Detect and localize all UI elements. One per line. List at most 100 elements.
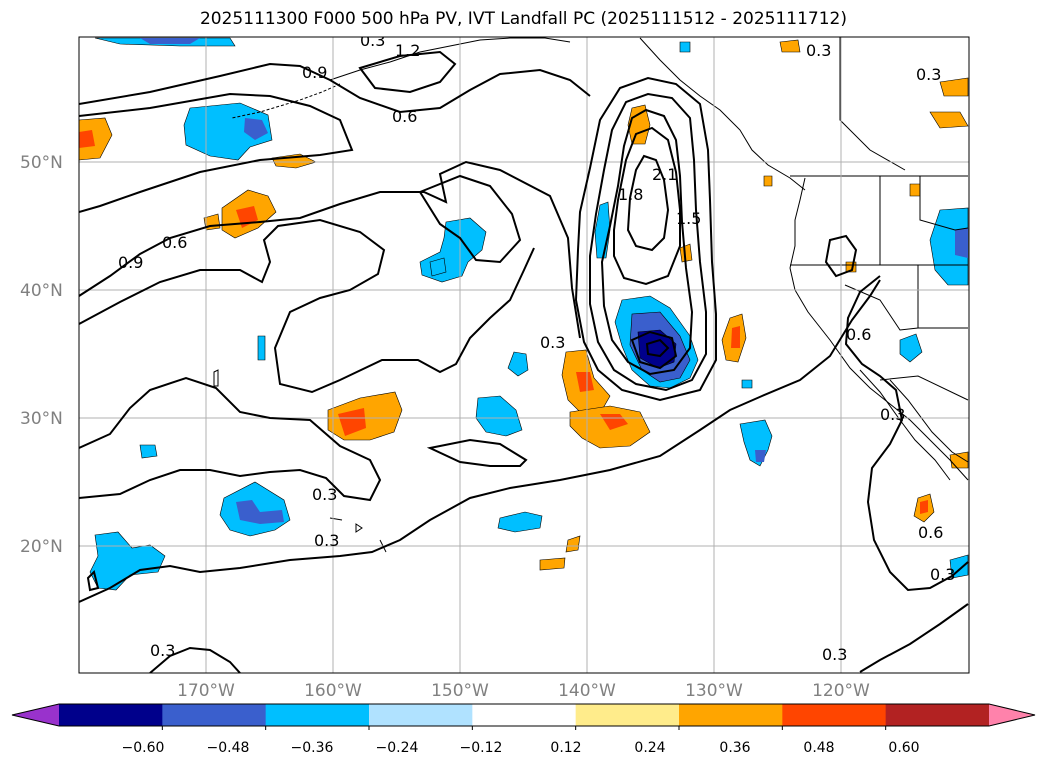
colorbar-tick-label: −0.36: [291, 740, 334, 756]
contour-east-bc: [824, 234, 858, 278]
latitude-labels: 50°N 40°N 30°N 20°N: [20, 153, 63, 557]
colorbar-segment: [472, 704, 577, 726]
colorbar-segment: [679, 704, 783, 726]
contour-label-0.3-mid2: 0.3: [314, 531, 339, 550]
hawaii-2: [355, 523, 363, 533]
contour-label-0.6-west: 0.6: [162, 233, 187, 252]
colorbar-tick-label: −0.60: [122, 740, 165, 756]
contour-pv-outer-c: [600, 108, 694, 376]
colorbar-tick-label: −0.12: [460, 740, 503, 756]
neg-pc-hawaii-east: [497, 511, 543, 533]
pos-pc-mexico-core: [920, 500, 928, 514]
hawaii-1: [329, 517, 343, 521]
pos-pc-mid-pacific-core: [338, 408, 366, 436]
neg-pc-east-edge: [929, 207, 969, 286]
neg-pc-small-1: [139, 444, 158, 459]
neg-pc-cal-small: [475, 395, 523, 437]
contour-subtropic-wave: [79, 279, 881, 603]
contour-label-0.3-se: 0.3: [930, 565, 955, 584]
contour-label-1.8: 1.8: [618, 185, 643, 204]
lon-label-120w: 120°W: [812, 681, 870, 701]
pos-pc-small-hawaii-2: [539, 557, 566, 571]
coast-west-us: [789, 267, 969, 481]
colorbar-tick-labels: −0.60 −0.48 −0.36 −0.24 −0.12 0.12 0.24 …: [122, 740, 920, 756]
colorbar-tick-label: 0.60: [888, 740, 919, 756]
lat-label-40n: 40°N: [20, 281, 63, 301]
colorbar-tick-label: −0.48: [207, 740, 250, 756]
colorbar-segment: [59, 704, 163, 726]
pos-pc-ne-3: [929, 111, 969, 129]
longitude-labels: 170°W 160°W 150°W 140°W 130°W 120°W: [177, 681, 870, 701]
pos-pc-ne: [779, 39, 801, 53]
contour-west-loop: [418, 174, 522, 264]
contour-label-0.9-west: 0.9: [118, 253, 143, 272]
pos-pc-east-edge: [949, 451, 969, 469]
colorbar-segment: [885, 704, 990, 726]
colorbar-segment: [575, 704, 680, 726]
contour-top-arc: [79, 62, 591, 114]
neg-pc-small-2: [257, 335, 266, 361]
lat-label-20n: 20°N: [20, 537, 63, 557]
contour-low-core-inner: [645, 338, 670, 358]
pos-pc-top-left: [79, 117, 113, 161]
lon-label-150w: 150°W: [431, 681, 489, 701]
contour-pv-outer-a: [574, 76, 717, 402]
contour-bottom-left: [149, 646, 241, 673]
colorbar-segment: [265, 704, 370, 726]
contour-north-ring: [79, 92, 354, 213]
contour-label-top-0.3: 0.3: [360, 31, 385, 50]
neg-pc-small-4: [741, 379, 753, 389]
colorbar-outline: [11, 703, 1036, 727]
colorbar-segment: [369, 704, 473, 726]
map-title: 2025111300 F000 500 hPa PV, IVT Landfall…: [199, 9, 847, 29]
colorbar-tick-label: −0.24: [376, 740, 419, 756]
contour-north-low: [358, 50, 457, 94]
pos-pc-small-hawaii-1: [565, 535, 581, 553]
coast-alaska: [329, 37, 571, 81]
map-border: [78, 36, 970, 674]
colorbar-extend-min: [12, 704, 59, 726]
island-small-1: [213, 369, 219, 387]
pv-contours: [79, 50, 969, 673]
neg-pc-small-5: [949, 554, 969, 579]
coast-alaska-panhandle: [639, 37, 806, 191]
colorbar-segment: [162, 704, 267, 726]
border-nwt: [919, 176, 969, 231]
neg-pc-east-edge-core: [955, 228, 968, 258]
colorbar-tick-label: 0.24: [634, 740, 665, 756]
contour-pv-inner-1: [613, 126, 681, 286]
neg-pc-small-6: [429, 257, 447, 277]
neg-pc-west-1-core: [236, 500, 284, 524]
pos-pc-subtropic-center-core: [576, 372, 594, 392]
colorbar-tick-label: 0.48: [803, 740, 834, 756]
pos-pc-gulf: [627, 104, 651, 145]
pos-pc-small-sw: [679, 243, 693, 263]
colorbar: [11, 703, 1036, 730]
colorbar-tick-label: 0.12: [550, 740, 581, 756]
neg-pc-north-pacific-core: [244, 118, 268, 140]
contour-western-bulge: [79, 160, 581, 339]
neg-pc-top-left-core: [140, 38, 200, 44]
colorbar-extend-max: [989, 704, 1035, 726]
lon-label-170w: 170°W: [177, 681, 235, 701]
contour-label-0.3-mid: 0.3: [312, 485, 337, 504]
contour-label-1.5: 1.5: [676, 209, 701, 228]
pos-pc-ne-2: [939, 77, 969, 97]
graticule: [79, 37, 969, 673]
contour-west-inner: [79, 218, 535, 394]
lat-label-30n: 30°N: [20, 409, 63, 429]
coastlines: [213, 37, 969, 553]
neg-pc-east-1-core: [755, 450, 766, 462]
contour-central-big: [79, 376, 382, 502]
contour-label-0.3-center: 0.3: [540, 333, 565, 352]
colorbar-segment: [782, 704, 887, 726]
contour-east-lower: [859, 603, 969, 673]
lon-label-160w: 160°W: [304, 681, 362, 701]
contour-low-core-outer: [630, 330, 678, 370]
pos-pc-top-left-core: [79, 130, 95, 148]
pos-pc-canada-small: [909, 183, 921, 197]
contour-hawaii-ring: [426, 438, 528, 467]
contour-label-top-1.2: 1.2: [395, 41, 420, 60]
contour-pv-inner-2: [626, 154, 670, 252]
